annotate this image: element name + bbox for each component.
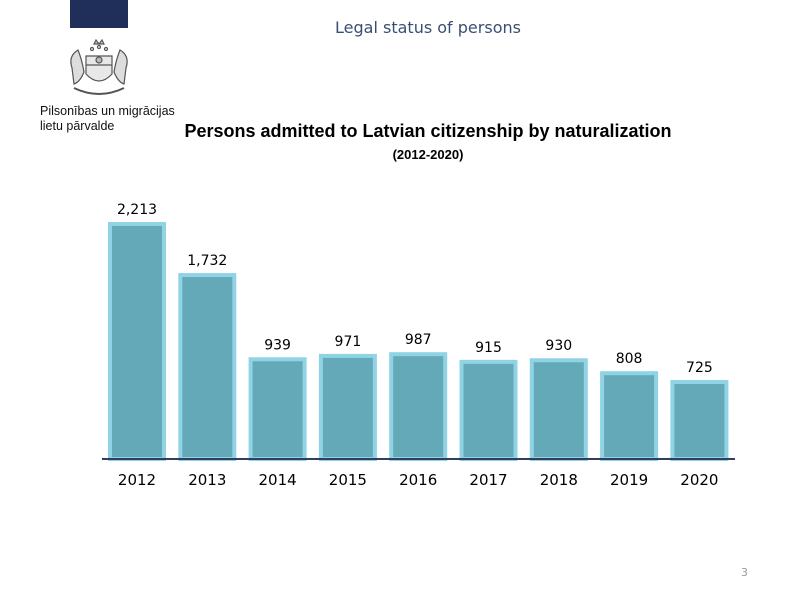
value-label-2020: 725 (686, 360, 713, 376)
category-label-2020: 2020 (680, 471, 718, 489)
category-label-2018: 2018 (540, 471, 578, 489)
value-label-2014: 939 (264, 337, 291, 353)
organization-name-line1: Pilsonības un migrācijas (40, 104, 175, 118)
value-label-2017: 915 (475, 340, 502, 356)
value-label-2016: 987 (405, 332, 432, 348)
header-accent-bar (70, 0, 128, 28)
category-label-2013: 2013 (188, 471, 226, 489)
category-label-2015: 2015 (329, 471, 367, 489)
page-number: 3 (741, 566, 748, 579)
organization-name-line2: lietu pārvalde (40, 119, 115, 133)
organization-name: Pilsonības un migrācijas lietu pārvalde (40, 104, 175, 134)
bar-2018 (529, 358, 588, 461)
chart-title: Persons admitted to Latvian citizenship … (170, 120, 686, 166)
category-label-2014: 2014 (259, 471, 297, 489)
bar-2020 (670, 380, 729, 461)
coat-of-arms-logo (70, 38, 128, 95)
page-header-title: Legal status of persons (335, 18, 521, 37)
bar-2013 (178, 273, 237, 461)
category-label-2016: 2016 (399, 471, 437, 489)
bar-2017 (459, 359, 518, 461)
bar-2015 (318, 353, 377, 461)
bar-2014 (248, 357, 307, 461)
value-label-2012: 2,213 (117, 202, 157, 218)
value-label-2015: 971 (335, 334, 362, 350)
value-label-2019: 808 (616, 351, 643, 367)
value-label-2013: 1,732 (187, 253, 227, 269)
chart-title-text: Persons admitted to Latvian citizenship … (184, 121, 672, 141)
category-label-2019: 2019 (610, 471, 648, 489)
bar-2016 (389, 352, 448, 461)
chart-subtitle: (2012-2020) (392, 147, 464, 162)
category-label-2012: 2012 (118, 471, 156, 489)
bar-2019 (600, 371, 659, 461)
value-label-2018: 930 (545, 338, 572, 354)
category-label-2017: 2017 (469, 471, 507, 489)
bar-2012 (108, 222, 166, 461)
